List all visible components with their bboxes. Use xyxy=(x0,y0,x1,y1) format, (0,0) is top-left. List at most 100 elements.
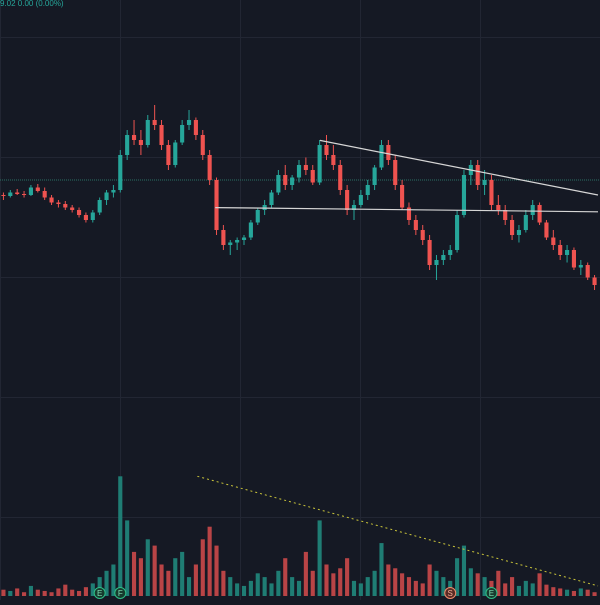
candle-body xyxy=(201,135,205,155)
candle-body xyxy=(36,188,40,192)
volume-bar xyxy=(352,581,356,596)
candle-body xyxy=(49,198,53,203)
volume-bar xyxy=(331,573,335,596)
trendline-upper[interactable] xyxy=(320,140,598,195)
volume-bar xyxy=(63,585,67,596)
volume-bar xyxy=(565,590,569,596)
volume-bar xyxy=(345,558,349,596)
volume-bar xyxy=(263,577,267,596)
candle-body xyxy=(531,205,535,215)
volume-bar xyxy=(132,552,136,596)
volume-bar xyxy=(242,586,246,596)
candle-body xyxy=(572,250,576,268)
volume-bar xyxy=(276,571,280,596)
volume-bar xyxy=(338,568,342,596)
volume-bar xyxy=(201,539,205,596)
volume-bar xyxy=(84,587,88,596)
volume-bar xyxy=(544,585,548,596)
volume-bar xyxy=(290,577,294,596)
volume-bar xyxy=(8,591,12,596)
candle-body xyxy=(338,165,342,190)
volume-bar xyxy=(173,558,177,596)
candle-body xyxy=(324,145,328,155)
candle-body xyxy=(318,145,322,183)
candle-body xyxy=(297,165,301,178)
candle-body xyxy=(558,245,562,255)
volume-bar xyxy=(558,588,562,596)
candle-body xyxy=(393,160,397,185)
candle-body xyxy=(249,223,253,238)
candle-body xyxy=(503,210,507,220)
candle-body xyxy=(489,180,493,205)
candle-body xyxy=(166,145,170,165)
candle-body xyxy=(173,143,177,166)
candle-body xyxy=(1,195,5,196)
volume-bar xyxy=(22,592,26,596)
candle-body xyxy=(421,230,425,240)
volume-layer xyxy=(1,476,598,596)
volume-bar xyxy=(15,588,19,596)
volume-bar xyxy=(208,527,212,596)
volume-bar xyxy=(159,565,163,597)
candle-body xyxy=(524,215,528,230)
candle-body xyxy=(159,125,163,145)
candle-body xyxy=(290,178,294,186)
volume-bar xyxy=(256,573,260,596)
volume-bar xyxy=(304,552,308,596)
volume-bar xyxy=(359,583,363,596)
candle-body xyxy=(400,185,404,208)
ohlc-change-readout: 9.02 0.00 (0.00%) xyxy=(0,0,64,8)
volume-bar xyxy=(153,546,157,596)
candle-body xyxy=(448,250,452,255)
candle-body xyxy=(565,250,569,255)
volume-bar xyxy=(476,573,480,596)
volume-bar xyxy=(434,571,438,596)
candle-body xyxy=(496,205,500,210)
candle-body xyxy=(579,265,583,268)
volume-bar xyxy=(70,590,74,596)
volume-bar xyxy=(324,565,328,597)
candle-body xyxy=(551,238,555,246)
candle-body xyxy=(235,240,239,243)
candle-body xyxy=(386,145,390,160)
candle-body xyxy=(56,203,60,205)
candle-body xyxy=(194,120,198,135)
candle-body xyxy=(43,191,47,198)
candle-body xyxy=(538,205,542,223)
candle-body xyxy=(434,260,438,265)
split-marker[interactable]: S xyxy=(445,588,456,599)
event-marker-label: F xyxy=(118,589,123,598)
candle-body xyxy=(104,193,108,201)
volume-bar xyxy=(297,581,301,596)
candle-body xyxy=(586,265,590,278)
candle-body xyxy=(263,205,267,210)
volume-bar xyxy=(503,583,507,596)
candle-body xyxy=(153,120,157,125)
volume-bar xyxy=(166,571,170,596)
candle-body xyxy=(510,220,514,235)
earnings-marker[interactable]: F xyxy=(115,588,126,599)
candle-body xyxy=(146,120,150,145)
volume-bar xyxy=(318,520,322,596)
candle-body xyxy=(221,230,225,245)
volume-bar xyxy=(379,543,383,596)
volume-bar xyxy=(586,590,590,596)
volume-bar xyxy=(311,571,315,596)
candle-body xyxy=(379,145,383,168)
volume-trendline[interactable] xyxy=(197,476,598,586)
candle-body xyxy=(29,188,33,196)
candle-body xyxy=(214,180,218,230)
earnings-marker[interactable]: E xyxy=(94,588,105,599)
earnings-marker[interactable]: E xyxy=(486,588,497,599)
candle-body xyxy=(359,195,363,205)
candle-body xyxy=(455,215,459,250)
volume-bar xyxy=(269,583,273,596)
candle-body xyxy=(256,210,260,223)
volume-bar xyxy=(29,586,33,596)
candle-body xyxy=(441,255,445,260)
volume-bar xyxy=(373,571,377,596)
event-marker-label: E xyxy=(489,589,494,598)
candle-body xyxy=(84,215,88,220)
